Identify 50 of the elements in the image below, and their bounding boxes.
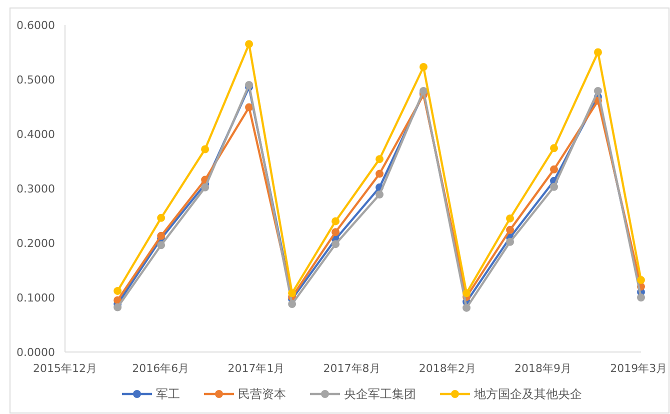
- point: [332, 217, 340, 226]
- y-tick-label: 0.0000: [16, 346, 55, 359]
- point: [594, 86, 602, 95]
- y-tick-label: 0.2000: [16, 237, 55, 250]
- point: [506, 214, 514, 222]
- x-tick-label: 2016年6月: [132, 362, 190, 375]
- legend-label: 地方国企及其他央企: [473, 387, 582, 401]
- point: [376, 155, 384, 164]
- point: [506, 238, 514, 246]
- point: [157, 232, 166, 240]
- point: [114, 286, 122, 295]
- point: [637, 276, 645, 284]
- y-tick-label: 0.3000: [16, 182, 55, 196]
- point: [245, 103, 254, 112]
- point: [288, 289, 296, 298]
- point: [420, 62, 428, 71]
- x-tick-label: 2017年8月: [323, 362, 380, 375]
- x-tick-label: 2019年3月: [610, 362, 668, 375]
- point: [376, 170, 384, 178]
- point: [420, 86, 428, 95]
- point: [332, 228, 340, 236]
- y-tick-label: 0.4000: [16, 128, 55, 141]
- y-tick-label: 0.1000: [16, 292, 55, 304]
- point: [201, 183, 210, 192]
- point: [550, 182, 558, 191]
- point: [157, 214, 166, 222]
- point: [288, 300, 296, 308]
- point: [462, 289, 471, 298]
- point: [550, 165, 558, 174]
- point: [245, 40, 254, 48]
- point: [462, 304, 471, 312]
- x-tick-label: 2015年12月: [33, 362, 97, 375]
- point: [114, 303, 122, 312]
- point: [550, 144, 558, 152]
- y-tick-label: 0.5000: [16, 74, 55, 86]
- legend-label: 央企军工集团: [344, 387, 416, 401]
- point: [637, 294, 645, 302]
- point: [506, 226, 514, 234]
- point: [245, 80, 254, 89]
- x-tick-label: 2018年2月: [418, 362, 476, 375]
- legend-label: 军工: [156, 387, 180, 401]
- point: [157, 241, 166, 250]
- y-tick-label: 0.6000: [16, 19, 55, 32]
- point: [332, 240, 340, 248]
- point: [201, 145, 210, 154]
- x-tick-label: 2017年1月: [228, 362, 285, 375]
- point: [376, 190, 384, 198]
- legend-label: 民营资本: [238, 387, 286, 401]
- x-tick-label: 2018年9月: [514, 362, 572, 375]
- point: [594, 48, 602, 56]
